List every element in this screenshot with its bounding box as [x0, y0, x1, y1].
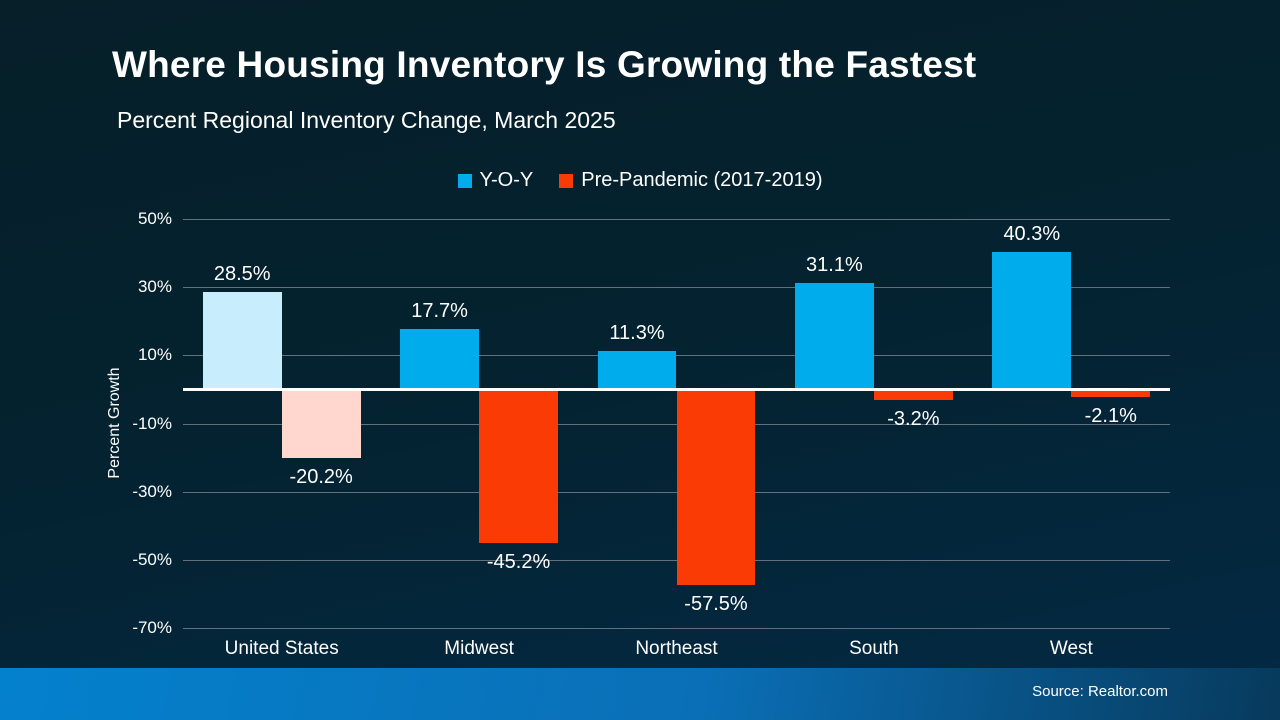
plot-area: 50% 30% 10% -10% -30% -50% -70% 28.5% -20.2% 17.7… [132, 209, 1170, 637]
y-tick-30: 30% [137, 277, 172, 297]
bar-pre-pandemic-2017-2019-midwest [479, 389, 559, 544]
x-label-northeast: Northeast [635, 638, 718, 659]
bar-pre-pandemic-2017-2019-northeast [676, 389, 756, 586]
bar-pre-pandemic-2017-2019-south [873, 389, 953, 401]
value-label-pre-pandemic-2017-2019-south: -3.2% [887, 408, 940, 431]
y-tick-10: 10% [137, 345, 172, 365]
x-label-midwest: Midwest [444, 638, 514, 659]
x-label-united-states: United States [224, 638, 339, 659]
legend-swatch-prepandemic [559, 173, 574, 188]
value-label-y-o-y-midwest: 17.7% [411, 300, 468, 323]
bar-pre-pandemic-2017-2019-west [1071, 389, 1151, 397]
value-label-pre-pandemic-2017-2019-midwest: -45.2% [486, 551, 551, 574]
value-label-pre-pandemic-2017-2019-united-states: -20.2% [289, 466, 353, 489]
value-label-pre-pandemic-2017-2019-northeast: -57.5% [684, 593, 748, 616]
value-label-pre-pandemic-2017-2019-west: -2.1% [1084, 404, 1137, 427]
bar-y-o-y-united-states [202, 292, 282, 390]
legend-swatch-yoy [457, 173, 472, 188]
bar-y-o-y-midwest [400, 329, 480, 390]
bar-y-o-y-south [794, 283, 874, 390]
x-label-south: South [849, 638, 899, 659]
bar-y-o-y-west [992, 252, 1072, 390]
legend: Y-O-Y Pre-Pandemic (2017-2019) [0, 169, 1280, 192]
legend-item-prepandemic: Pre-Pandemic (2017-2019) [559, 169, 822, 192]
gridline-50 [183, 219, 1170, 220]
x-label-west: West [1049, 638, 1093, 659]
y-tick--30: -30% [132, 481, 172, 501]
y-tick--10: -10% [132, 413, 172, 433]
gridline--70 [183, 628, 1170, 629]
y-axis-title: Percent Growth [106, 367, 123, 479]
x-axis-labels: United States Midwest Northeast South West [183, 638, 1170, 660]
footer-bar: Source: Realtor.com [0, 668, 1280, 720]
legend-label-prepandemic: Pre-Pandemic (2017-2019) [581, 169, 823, 191]
value-label-y-o-y-west: 40.3% [1003, 223, 1061, 246]
y-tick-50: 50% [137, 209, 172, 228]
chart-title: Where Housing Inventory Is Growing the F… [112, 44, 977, 85]
bar-y-o-y-northeast [597, 350, 677, 390]
legend-item-yoy: Y-O-Y [457, 169, 534, 192]
bar-pre-pandemic-2017-2019-united-states [281, 389, 361, 459]
chart-subtitle: Percent Regional Inventory Change, March… [117, 107, 616, 133]
gridline-10 [183, 355, 1170, 357]
y-tick--50: -50% [132, 549, 172, 569]
value-label-y-o-y-south: 31.1% [806, 254, 863, 277]
value-label-y-o-y-northeast: 11.3% [609, 321, 665, 344]
value-label-y-o-y-united-states: 28.5% [213, 263, 271, 286]
y-tick--70: -70% [132, 618, 172, 637]
source-attribution: Source: Realtor.com [1032, 683, 1168, 700]
legend-label-yoy: Y-O-Y [479, 169, 534, 191]
gridline-30 [183, 287, 1170, 289]
zero-axis-line [183, 387, 1170, 391]
